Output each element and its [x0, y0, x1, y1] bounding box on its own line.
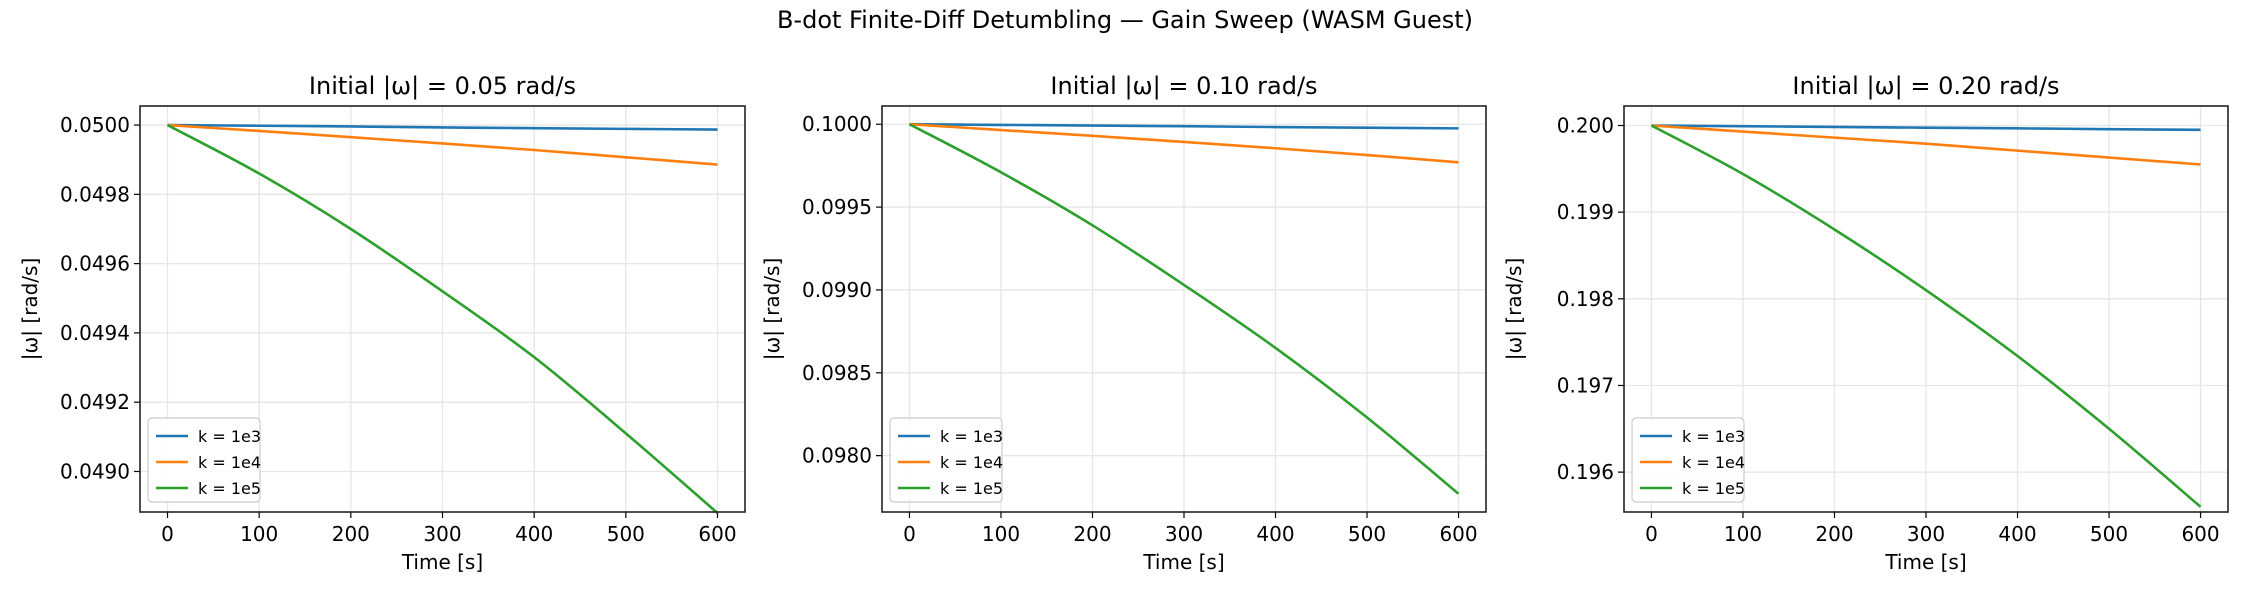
x-axis-label: Time [s] [401, 550, 483, 574]
legend-box [889, 417, 1003, 503]
y-tick-label: 0.200 [1557, 113, 1614, 137]
y-tick-label: 0.0980 [802, 444, 872, 468]
y-tick-label: 0.0995 [802, 195, 872, 219]
y-tick-label: 0.196 [1557, 460, 1614, 484]
series-line-k1e4 [909, 122, 1459, 164]
y-tick-label: 0.0990 [802, 278, 872, 302]
x-tick-label: 300 [423, 522, 461, 546]
legend-label: k = 1e3 [198, 427, 261, 446]
axes-frame [881, 105, 1487, 513]
y-tick-label: 0.1000 [802, 112, 872, 136]
x-tick-label: 600 [698, 522, 736, 546]
x-tick-label: 400 [1998, 522, 2036, 546]
y-tick-label: 0.197 [1557, 373, 1614, 397]
legend-label: k = 1e5 [198, 479, 261, 498]
x-tick-label: 0 [1645, 522, 1658, 546]
legend-label: k = 1e4 [1682, 453, 1745, 472]
x-axis-label: Time [s] [1884, 550, 1966, 574]
x-tick-label: 0 [903, 522, 916, 546]
y-tick-label: 0.199 [1557, 200, 1614, 224]
x-tick-label: 300 [1165, 522, 1203, 546]
y-tick-label: 0.0492 [60, 390, 130, 414]
y-tick-label: 0.0496 [60, 252, 130, 276]
series-line-k1e5 [908, 123, 1460, 495]
series-line-k1e3 [167, 123, 718, 131]
x-tick-label: 100 [982, 522, 1020, 546]
figure-title: B-dot Finite-Diff Detumbling — Gain Swee… [776, 6, 1474, 34]
subplot-title: Initial |ω| = 0.05 rad/s [309, 72, 576, 100]
x-tick-label: 500 [607, 522, 645, 546]
series-line-k1e5 [166, 123, 719, 515]
series-line-k1e3 [1651, 124, 2201, 132]
series-line-k1e4 [167, 123, 718, 166]
legend-label: k = 1e4 [940, 453, 1003, 472]
subplot-1: 0 100 200 300 400 500 600 0.0490 0.0492 0.0494 0.0… [18, 72, 746, 574]
x-tick-label: 100 [240, 522, 278, 546]
legend-box [1631, 417, 1745, 503]
subplot-3: 0 100 200 300 400 500 600 0.196 0.197 0.198 0.199 0… [1502, 72, 2229, 574]
y-tick-label: 0.0985 [802, 361, 872, 385]
x-tick-label: 600 [1439, 522, 1477, 546]
legend-box [147, 417, 261, 503]
legend: k = 1e3 k = 1e4 k = 1e5 [147, 417, 261, 503]
y-tick-label: 0.0490 [60, 459, 130, 483]
x-tick-label: 200 [1073, 522, 1111, 546]
axes-frame [1623, 105, 2229, 513]
x-axis-label: Time [s] [1142, 550, 1224, 574]
series-line-k1e4 [1651, 124, 2201, 166]
x-tick-label: 400 [1256, 522, 1294, 546]
y-axis-label: |ω| [rad/s] [1502, 258, 1526, 361]
x-tick-label: 300 [1907, 522, 1945, 546]
series-line-k1e5 [1650, 124, 2202, 508]
x-tick-label: 600 [2181, 522, 2219, 546]
x-tick-label: 500 [1348, 522, 1386, 546]
x-tick-label: 100 [1724, 522, 1762, 546]
x-tick-label: 200 [1815, 522, 1853, 546]
y-tick-label: 0.0498 [60, 182, 130, 206]
y-axis-label: |ω| [rad/s] [760, 258, 784, 361]
series-line-k1e3 [909, 122, 1459, 130]
subplot-title: Initial |ω| = 0.10 rad/s [1050, 72, 1317, 100]
subplot-2: 0 100 200 300 400 500 600 0.0980 0.0985 0.0990 0.0… [760, 72, 1487, 574]
subplot-title: Initial |ω| = 0.20 rad/s [1792, 72, 2059, 100]
legend-label: k = 1e3 [1682, 427, 1745, 446]
legend: k = 1e3 k = 1e4 k = 1e5 [1631, 417, 1745, 503]
legend-label: k = 1e5 [1682, 479, 1745, 498]
y-tick-label: 0.0494 [60, 321, 130, 345]
legend-label: k = 1e4 [198, 453, 261, 472]
y-axis-label: |ω| [rad/s] [18, 258, 42, 361]
legend-label: k = 1e3 [940, 427, 1003, 446]
legend: k = 1e3 k = 1e4 k = 1e5 [889, 417, 1003, 503]
y-tick-label: 0.0500 [60, 113, 130, 137]
x-tick-label: 200 [332, 522, 370, 546]
axes-frame [139, 105, 746, 513]
y-tick-label: 0.198 [1557, 287, 1614, 311]
x-tick-label: 500 [2090, 522, 2128, 546]
legend-label: k = 1e5 [940, 479, 1003, 498]
x-tick-label: 400 [515, 522, 553, 546]
x-tick-label: 0 [161, 522, 174, 546]
